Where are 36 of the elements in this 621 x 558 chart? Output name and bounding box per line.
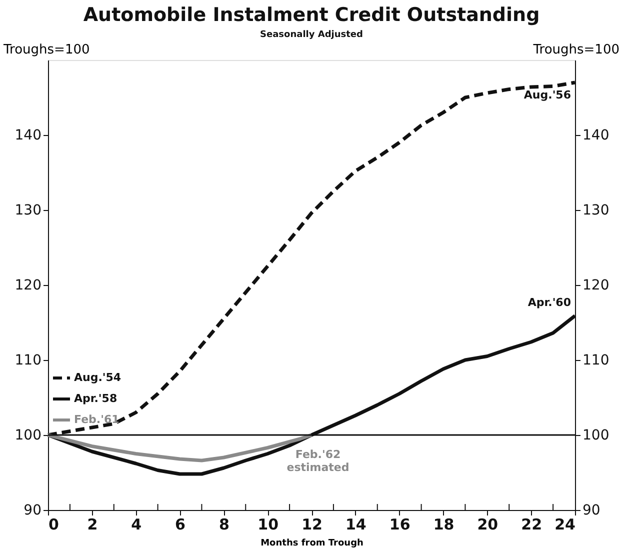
legend-label: Feb.'61 [74,413,120,426]
x-tick-label: 0 [48,516,59,534]
x-tick-label: 22 [521,516,542,534]
x-tick-label: 12 [302,516,322,534]
y2-tick-label: 140 [582,128,610,144]
y-tick-label: 90 [24,502,42,518]
x-tick-label: 24 [554,516,576,534]
x-tick-label: 6 [175,516,186,534]
annotation: Apr.'60 [528,296,572,309]
x-tick-label: 4 [131,516,142,534]
y2-tick-label: 120 [582,278,610,294]
y-axis-title: Troughs=100 [2,42,90,58]
y2-tick-label: 100 [582,428,610,444]
chart-title: Automobile Instalment Credit Outstanding [83,4,540,26]
x-tick-label: 18 [433,516,454,534]
x-tick-label: 10 [258,516,279,534]
y-tick-label: 110 [14,352,42,368]
legend-label: Apr.'58 [74,392,118,405]
y-tick-label: 100 [14,428,42,444]
y2-tick-label: 110 [582,352,610,368]
legend-label: Aug.'54 [74,371,122,384]
annotation: Aug.'56 [524,88,572,102]
x-tick-label: 2 [87,516,98,534]
y2-tick-label: 130 [582,202,610,218]
y2-tick-label: 90 [582,502,600,518]
x-tick-label: 8 [218,516,230,534]
x-tick-label: 14 [345,516,366,534]
y2-axis-title: Troughs=100 [532,42,620,58]
y-tick-label: 130 [14,202,42,218]
annotation: Feb.'62 estimated [286,448,350,474]
x-tick-label: 20 [477,516,498,534]
y-tick-label: 120 [14,278,42,294]
x-tick-label: 16 [389,516,410,534]
x-axis-title: Months from Trough [260,538,364,548]
chart-subtitle: Seasonally Adjusted [260,30,363,40]
y-tick-label: 140 [14,128,42,144]
